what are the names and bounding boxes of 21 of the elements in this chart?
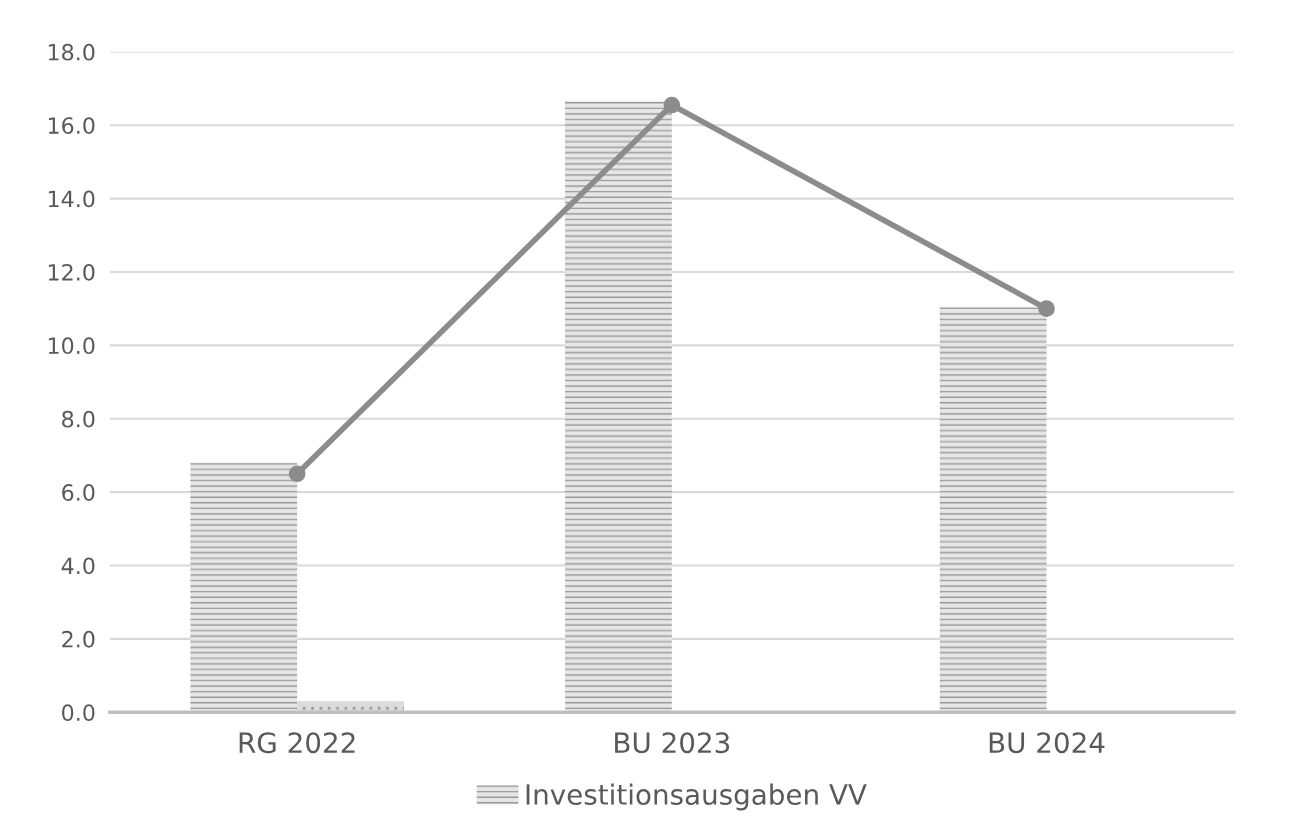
point: [663, 96, 681, 114]
bar: [939, 306, 1047, 713]
y-tick-label: 6.0: [62, 484, 95, 501]
y-tick-label: 4.0: [61, 557, 95, 575]
legend-label: Investitionsausgaben VV: [526, 783, 867, 811]
y-tick-label: 18.0: [48, 43, 95, 61]
bar: [565, 101, 672, 713]
y-tick-label: 0.0: [62, 704, 95, 722]
bar: [297, 701, 404, 713]
x-tick-label: RG 2022: [239, 732, 355, 754]
y-tick-label: 8.0: [62, 410, 95, 428]
y-tick-label: 16.0: [48, 117, 95, 134]
y-tick-label: 12.0: [48, 263, 95, 281]
y-tick-label: 2.0: [62, 630, 95, 648]
x-tick-label: BU 2024: [989, 732, 1105, 754]
y-tick-label: 14.0: [48, 190, 95, 208]
bar: [190, 462, 298, 713]
point: [288, 465, 306, 483]
point: [1038, 300, 1055, 318]
y-tick-label: 10.0: [48, 337, 95, 355]
x-tick-label: BU 2023: [615, 732, 730, 754]
